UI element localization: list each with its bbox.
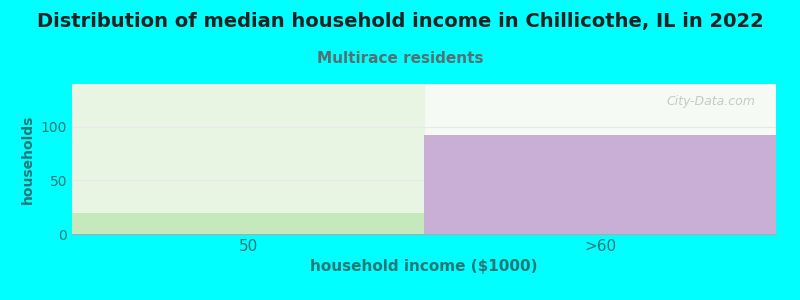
Bar [424,135,776,234]
Bar [72,213,424,234]
X-axis label: household income ($1000): household income ($1000) [310,260,538,274]
Bar [72,213,424,234]
Bar [424,135,776,234]
Text: Multirace residents: Multirace residents [317,51,483,66]
Text: City-Data.com: City-Data.com [666,94,755,107]
Bar [72,84,424,234]
Y-axis label: households: households [22,114,35,204]
Text: Distribution of median household income in Chillicothe, IL in 2022: Distribution of median household income … [37,12,763,31]
